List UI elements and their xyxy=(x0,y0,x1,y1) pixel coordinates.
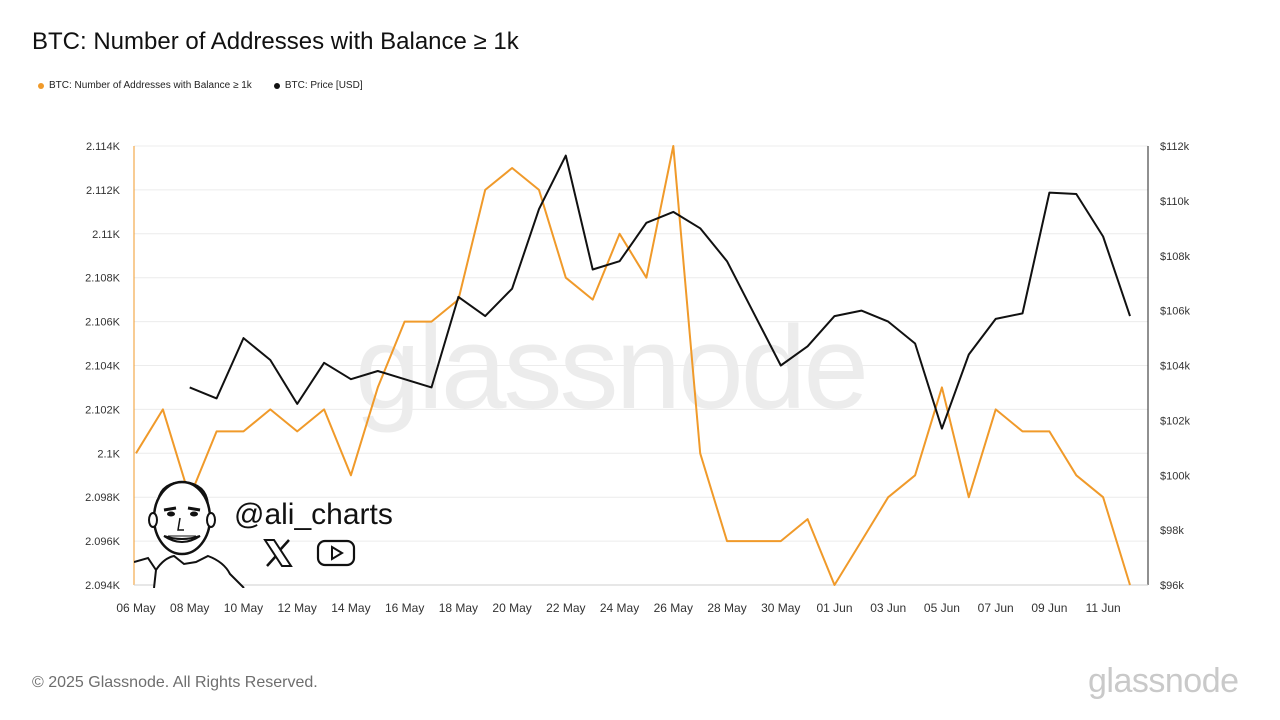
x-tick-label: 26 May xyxy=(654,601,693,615)
y-left-tick-label: 2.108K xyxy=(85,273,121,285)
x-tick-label: 10 May xyxy=(224,601,263,615)
x-tick-label: 20 May xyxy=(492,601,531,615)
x-tick-label: 16 May xyxy=(385,601,424,615)
legend-label-price: BTC: Price [USD] xyxy=(284,80,363,91)
x-tick-label: 30 May xyxy=(761,601,800,615)
x-tick-label: 07 Jun xyxy=(978,601,1014,615)
x-tick-label: 18 May xyxy=(439,601,478,615)
y-right-tick-label: $98k xyxy=(1160,525,1184,537)
y-right-tick-label: $96k xyxy=(1160,580,1184,592)
y-left-tick-label: 2.104K xyxy=(85,361,121,373)
y-left-tick-label: 2.114K xyxy=(86,141,121,153)
glassnode-logo: glassnode xyxy=(1088,662,1239,700)
avatar-caricature-icon xyxy=(133,478,246,593)
x-tick-label: 08 May xyxy=(170,601,209,615)
legend-dot-addresses xyxy=(38,82,44,89)
y-right-tick-label: $108k xyxy=(1160,251,1190,263)
y-right-tick-label: $102k xyxy=(1160,415,1190,427)
x-tick-label: 01 Jun xyxy=(816,601,852,615)
x-tick-label: 22 May xyxy=(546,601,585,615)
legend-dot-price xyxy=(273,82,280,89)
y-right-tick-label: $100k xyxy=(1160,470,1190,482)
legend-item-price[interactable]: BTC: Price [USD] xyxy=(273,80,363,91)
series-line-price xyxy=(189,154,1131,430)
watermark-handle: @ali_charts xyxy=(234,498,393,531)
y-right-tick-label: $112k xyxy=(1160,141,1190,153)
legend-label-addresses: BTC: Number of Addresses with Balance ≥ … xyxy=(49,80,252,91)
copyright-text: © 2025 Glassnode. All Rights Reserved. xyxy=(32,674,318,691)
x-tick-label: 06 May xyxy=(116,601,155,615)
social-icons xyxy=(262,538,356,568)
x-tick-label: 05 Jun xyxy=(924,601,960,615)
glassnode-watermark: glassnode xyxy=(355,302,869,434)
y-left-tick-label: 2.102K xyxy=(85,404,121,416)
legend-item-addresses[interactable]: BTC: Number of Addresses with Balance ≥ … xyxy=(38,80,252,91)
y-left-tick-label: 2.1K xyxy=(97,448,120,460)
y-left-tick-label: 2.11K xyxy=(92,229,121,241)
x-tick-label: 03 Jun xyxy=(870,601,906,615)
y-left-tick-label: 2.106K xyxy=(85,317,121,329)
series-line-addresses xyxy=(135,145,1131,586)
legend: BTC: Number of Addresses with Balance ≥ … xyxy=(38,80,363,91)
x-tick-label: 11 Jun xyxy=(1086,601,1121,615)
y-right-tick-label: $110k xyxy=(1160,196,1190,208)
y-left-tick-label: 2.112K xyxy=(86,185,121,197)
x-tick-label: 09 Jun xyxy=(1031,601,1067,615)
youtube-icon xyxy=(316,539,356,567)
x-tick-label: 28 May xyxy=(707,601,746,615)
x-tick-label: 12 May xyxy=(278,601,317,615)
y-left-tick-label: 2.098K xyxy=(85,492,121,504)
y-left-tick-label: 2.094K xyxy=(85,580,121,592)
x-tick-label: 14 May xyxy=(331,601,370,615)
y-right-tick-label: $106k xyxy=(1160,306,1190,318)
chart-title: BTC: Number of Addresses with Balance ≥ … xyxy=(32,28,519,55)
x-tick-label: 24 May xyxy=(600,601,639,615)
x-logo-icon xyxy=(263,539,293,567)
y-right-tick-label: $104k xyxy=(1160,361,1190,373)
y-left-tick-label: 2.096K xyxy=(85,536,121,548)
